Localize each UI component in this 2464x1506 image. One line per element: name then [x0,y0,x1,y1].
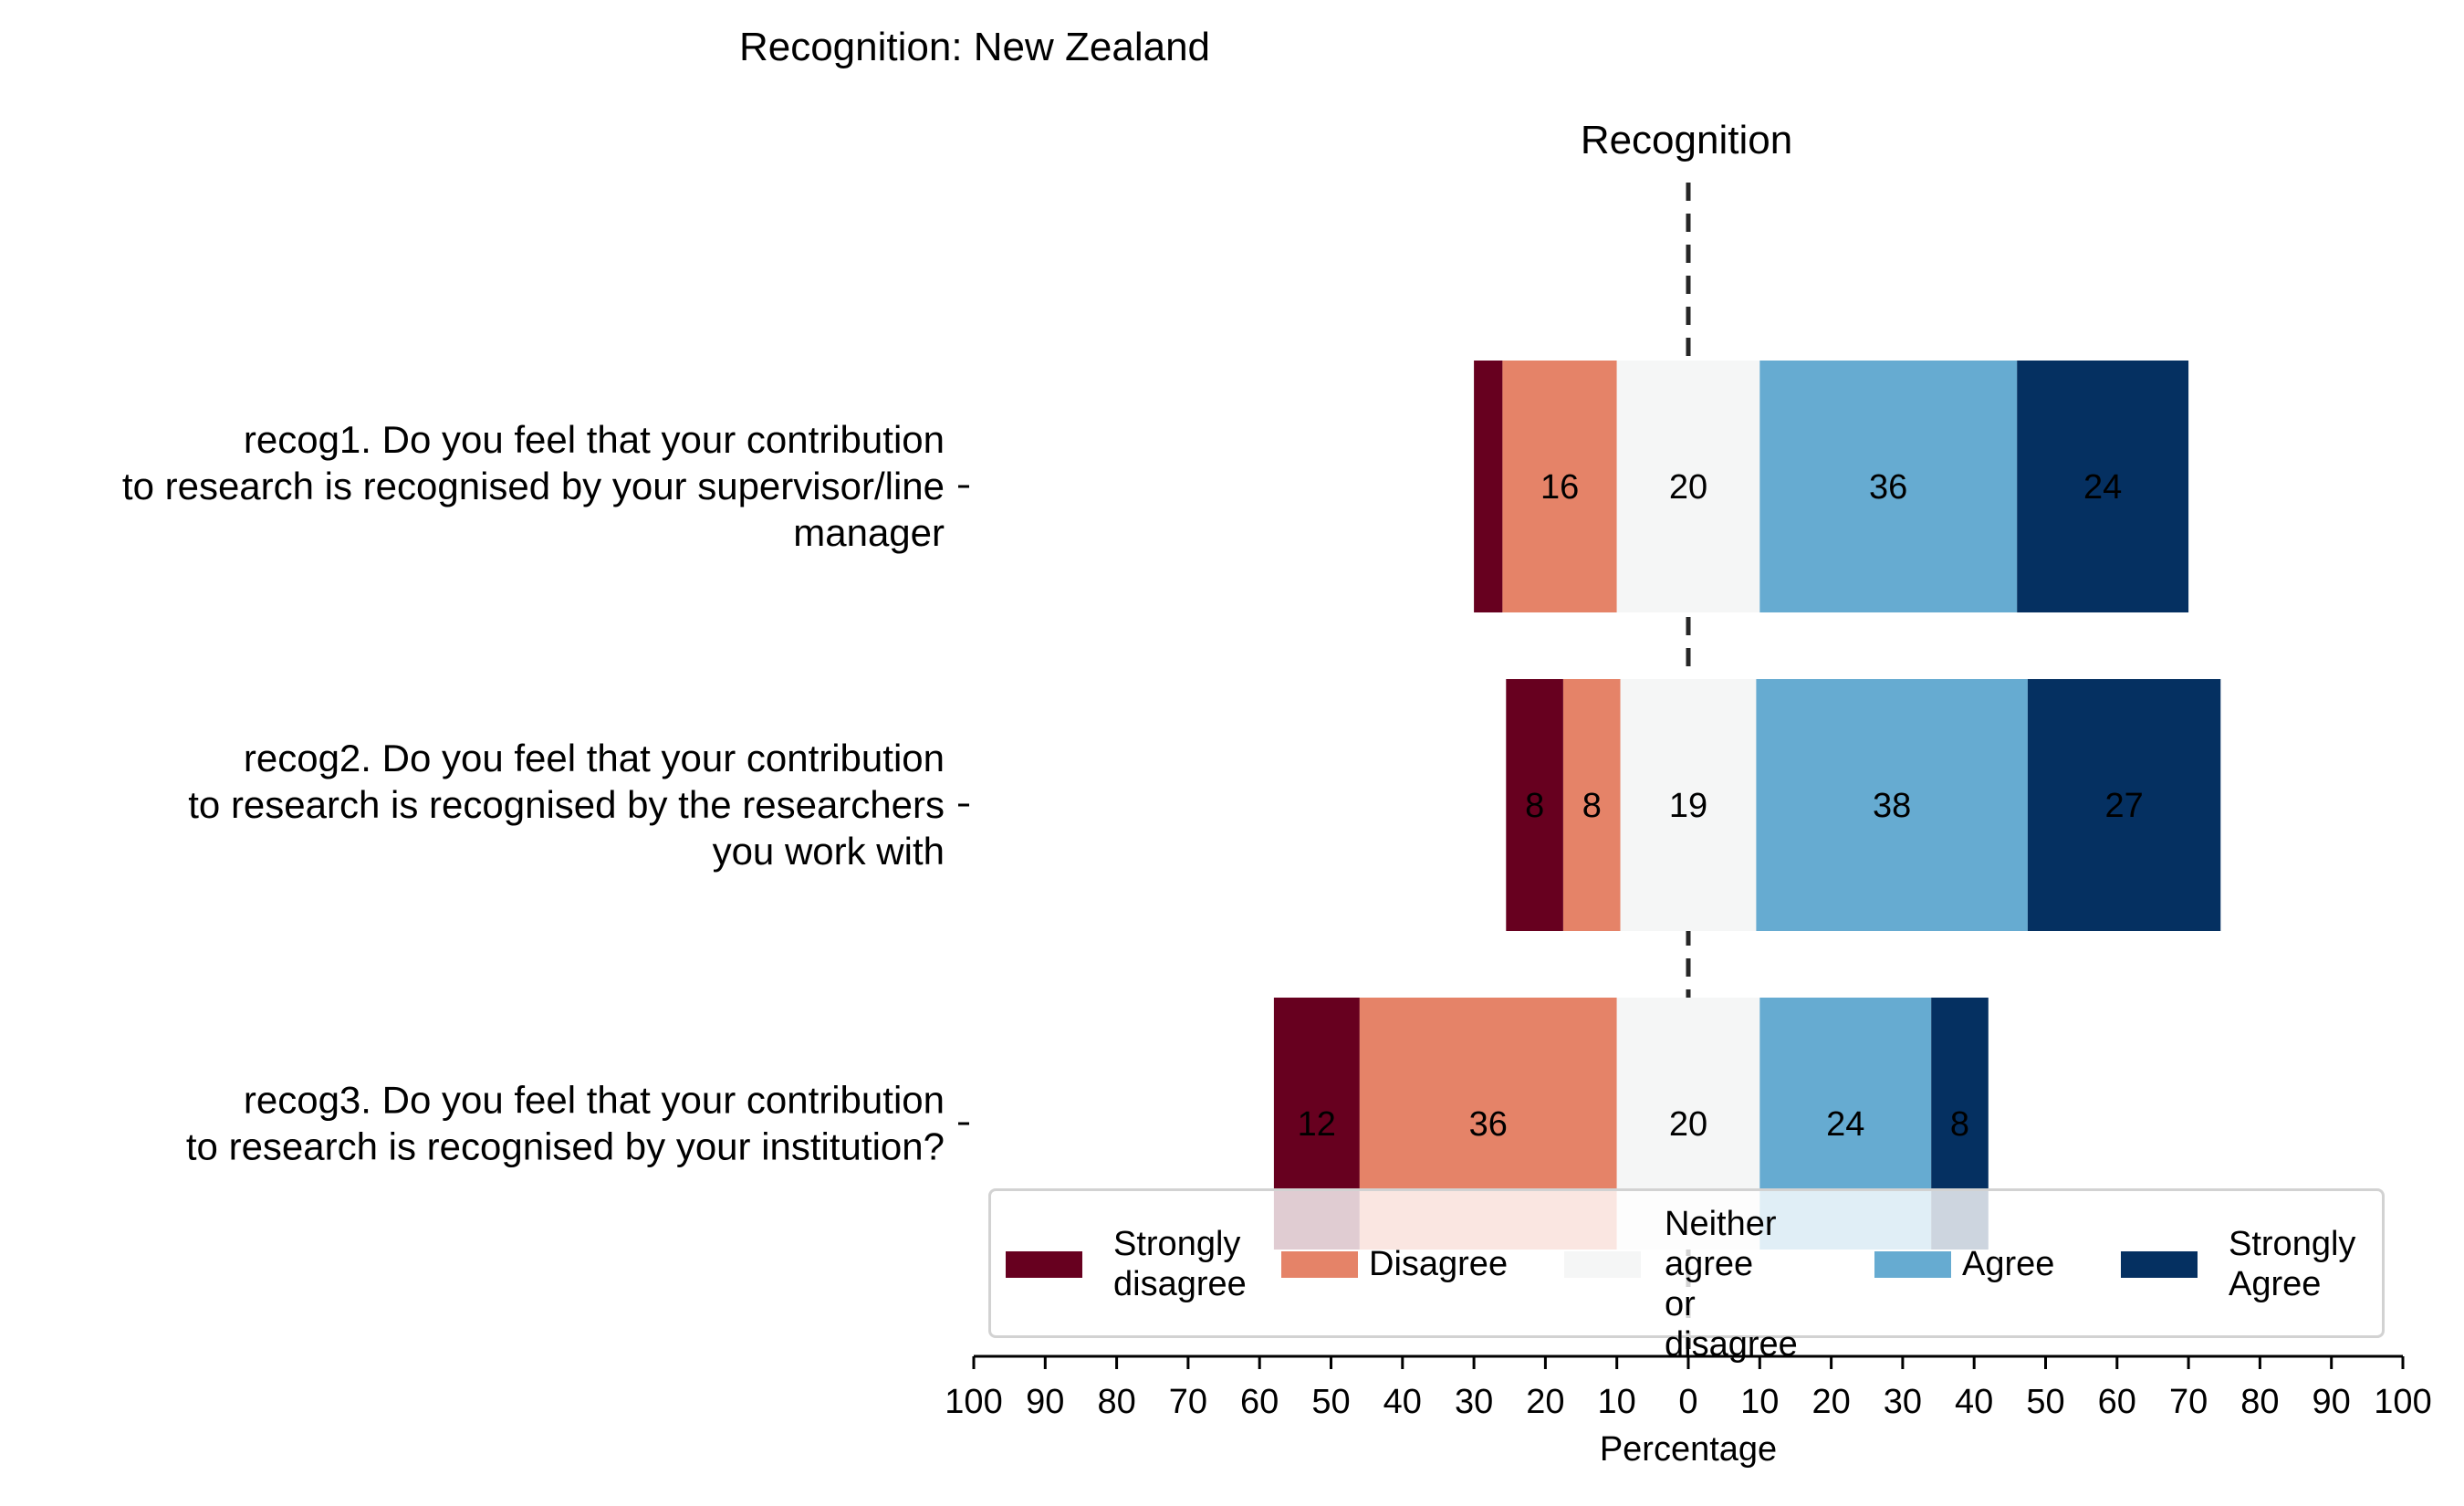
x-tick-label: 80 [1097,1383,1135,1421]
bar-segment [1563,679,1621,931]
chart-subtitle: Recognition [1581,118,1792,162]
bar-value-label: 12 [1298,1105,1336,1144]
category-label: recog2. Do you feel that your contributi… [188,737,945,873]
x-tick-label: 10 [1740,1383,1779,1421]
bar-segment [1506,679,1563,931]
chart-title: Recognition: New Zealand [739,25,1210,69]
x-ticks: 100 90 80 70 60 50 40 30 20 10 0 10 20 30 40 50 60 70 80 90… [945,1356,2432,1421]
bar-value-label: 8 [1950,1105,1969,1144]
bar-segment [1620,679,1757,931]
legend-swatch [1874,1251,1951,1278]
bar-segment [1502,361,1617,612]
bar-segment [1474,361,1503,612]
bar-value-label: 16 [1540,468,1579,507]
bar-segment [1616,361,1760,612]
x-tick-label: 20 [1526,1383,1564,1421]
x-tick-label: 20 [1811,1383,1850,1421]
x-tick-label: 10 [1598,1383,1636,1421]
bar-value-label: 19 [1669,787,1707,825]
x-tick-label: 80 [2240,1383,2279,1421]
x-tick-label: 70 [2169,1383,2208,1421]
legend-label: Strongly disagree [1113,1225,1247,1303]
x-tick-label: 0 [1678,1383,1697,1421]
bar-value-label: 36 [1469,1105,1508,1144]
legend-swatch [1564,1251,1641,1278]
bar-value-label: 36 [1869,468,1907,507]
x-tick-label: 50 [2026,1383,2064,1421]
bar-value-label: 24 [2083,468,2122,507]
x-tick-label: 100 [945,1383,1002,1421]
bar-value-label: 38 [1873,787,1911,825]
bar-segment [1759,361,2018,612]
legend-swatch [1006,1251,1082,1278]
x-tick-label: 50 [1311,1383,1350,1421]
category-label: recog1. Do you feel that your contributi… [122,418,945,554]
x-tick-label: 30 [1455,1383,1493,1421]
bar-value-label: 20 [1669,468,1707,507]
x-axis-label: Percentage [1600,1430,1777,1469]
legend-swatch [2121,1251,2198,1278]
x-tick-label: 40 [1383,1383,1422,1421]
legend-label: Strongly Agree [2229,1225,2356,1303]
bar-segment [2027,679,2221,931]
x-tick-label: 70 [1169,1383,1207,1421]
bar-value-label: 8 [1582,787,1602,825]
bar-segment [2017,361,2189,612]
x-tick-label: 60 [2098,1383,2136,1421]
legend: Strongly disagree Disagree Neither agree o… [988,1188,2385,1364]
bar-value-label: 20 [1669,1105,1707,1144]
x-tick-label: 90 [1026,1383,1064,1421]
bar-value-label: 27 [2104,787,2143,825]
category-labels: recog1. Do you feel that your contributi… [122,418,969,1168]
x-tick-label: 60 [1240,1383,1279,1421]
x-tick-label: 100 [2374,1383,2431,1421]
legend-label: Agree [1962,1245,2055,1283]
legend-label: Disagree [1369,1245,1509,1283]
bar-value-label: 8 [1525,787,1544,825]
bar-value-label: 24 [1826,1105,1864,1144]
bar-segment [1756,679,2028,931]
category-label: recog3. Do you feel that your contributi… [186,1079,945,1168]
legend-label: Neither agree or disagree [1665,1205,1798,1364]
x-tick-label: 90 [2313,1383,2351,1421]
x-tick-label: 30 [1884,1383,1922,1421]
x-tick-label: 40 [1955,1383,1993,1421]
legend-swatch [1281,1251,1358,1278]
